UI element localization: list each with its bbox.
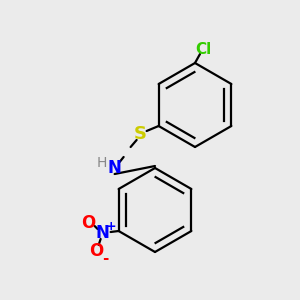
- Text: N: N: [96, 224, 110, 242]
- Text: N: N: [108, 159, 122, 177]
- Text: -: -: [102, 250, 109, 266]
- Text: +: +: [105, 220, 116, 232]
- Text: O: O: [82, 214, 96, 232]
- Text: S: S: [134, 125, 147, 143]
- Text: H: H: [96, 156, 107, 170]
- Text: O: O: [89, 242, 104, 260]
- Text: Cl: Cl: [195, 41, 211, 56]
